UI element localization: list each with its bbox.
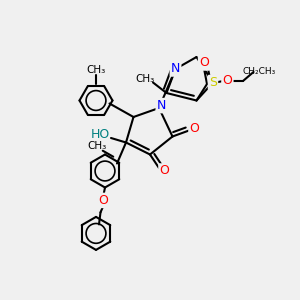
Text: N: N <box>171 62 180 76</box>
Text: CH₃: CH₃ <box>86 64 106 75</box>
Text: O: O <box>223 74 232 88</box>
Text: O: O <box>99 194 108 207</box>
Text: O: O <box>160 164 169 178</box>
Text: O: O <box>190 122 199 135</box>
Text: CH₂CH₃: CH₂CH₃ <box>243 68 276 76</box>
Text: O: O <box>199 56 209 70</box>
Text: N: N <box>157 99 166 112</box>
Text: HO: HO <box>91 128 110 142</box>
Text: S: S <box>209 76 217 89</box>
Text: CH₃: CH₃ <box>87 141 106 151</box>
Text: CH₃: CH₃ <box>136 74 155 85</box>
